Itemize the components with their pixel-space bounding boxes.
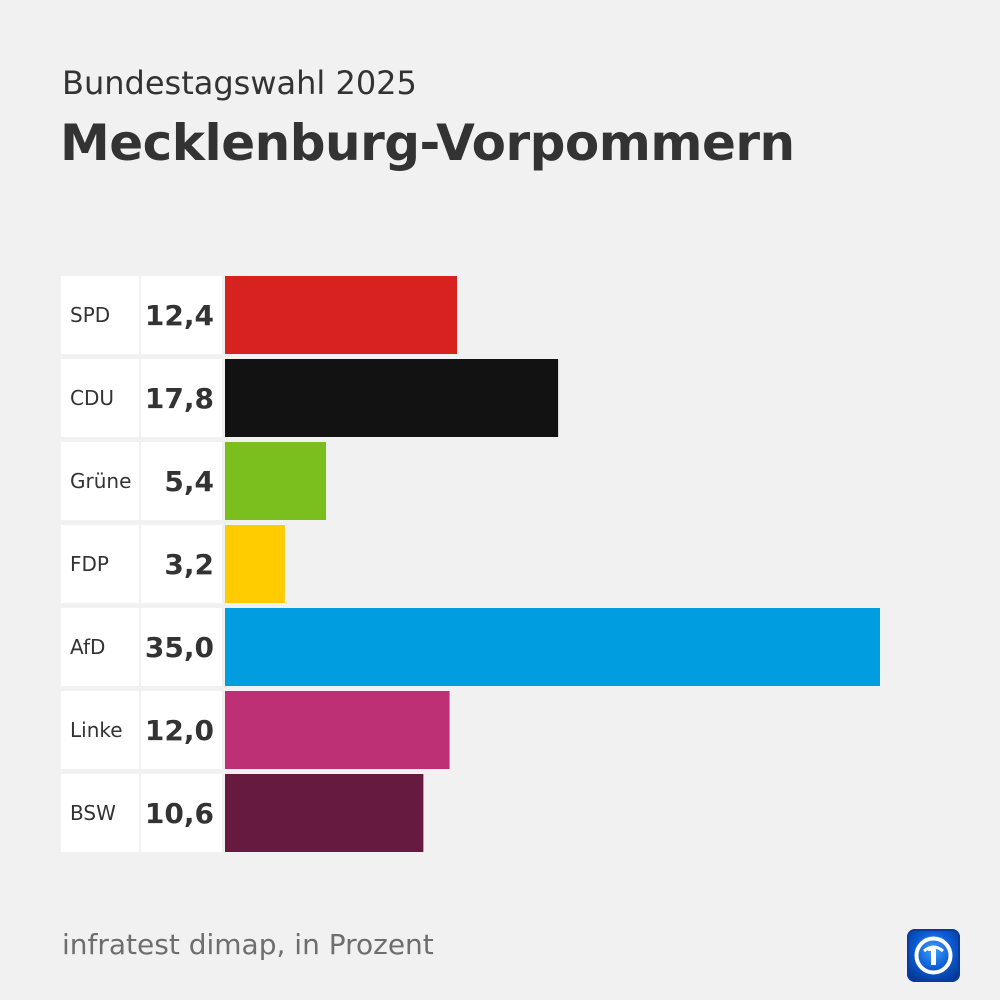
party-label: FDP [70, 552, 109, 576]
value-label: 3,2 [164, 548, 214, 581]
bar-afd [225, 608, 880, 686]
bar-cdu [225, 359, 559, 437]
bar-fdp [225, 525, 285, 603]
party-label-cell [61, 442, 139, 520]
value-label: 12,0 [145, 714, 214, 747]
party-label-cell [61, 276, 139, 354]
party-label-cell [61, 359, 139, 437]
value-label-cell [141, 691, 222, 769]
value-label: 17,8 [145, 382, 214, 415]
bar-bsw [225, 774, 424, 852]
ard-logo-icon [907, 929, 960, 982]
party-label-cell [61, 525, 139, 603]
party-label-cell [61, 691, 139, 769]
bar-grüne [225, 442, 327, 520]
bar-linke [225, 691, 450, 769]
value-label-cell [141, 525, 222, 603]
party-label-cell [61, 774, 139, 852]
bar-spd [225, 276, 458, 354]
party-label: CDU [70, 386, 114, 410]
value-label-cell [141, 276, 222, 354]
value-label: 10,6 [145, 797, 214, 830]
value-label-cell [141, 608, 222, 686]
party-label: SPD [70, 303, 110, 327]
party-label: Grüne [70, 469, 131, 493]
value-label-cell [141, 359, 222, 437]
value-label: 12,4 [145, 299, 214, 332]
value-label-cell [141, 442, 222, 520]
chart-subtitle: Bundestagswahl 2025 [62, 64, 417, 102]
party-label: AfD [70, 635, 105, 659]
party-label: BSW [70, 801, 116, 825]
value-label: 35,0 [145, 631, 214, 664]
value-label: 5,4 [164, 465, 214, 498]
value-label-cell [141, 774, 222, 852]
source-note: infratest dimap, in Prozent [62, 928, 434, 961]
chart-title: Mecklenburg-Vorpommern [60, 114, 795, 172]
party-label: Linke [70, 718, 123, 742]
party-label-cell [61, 608, 139, 686]
